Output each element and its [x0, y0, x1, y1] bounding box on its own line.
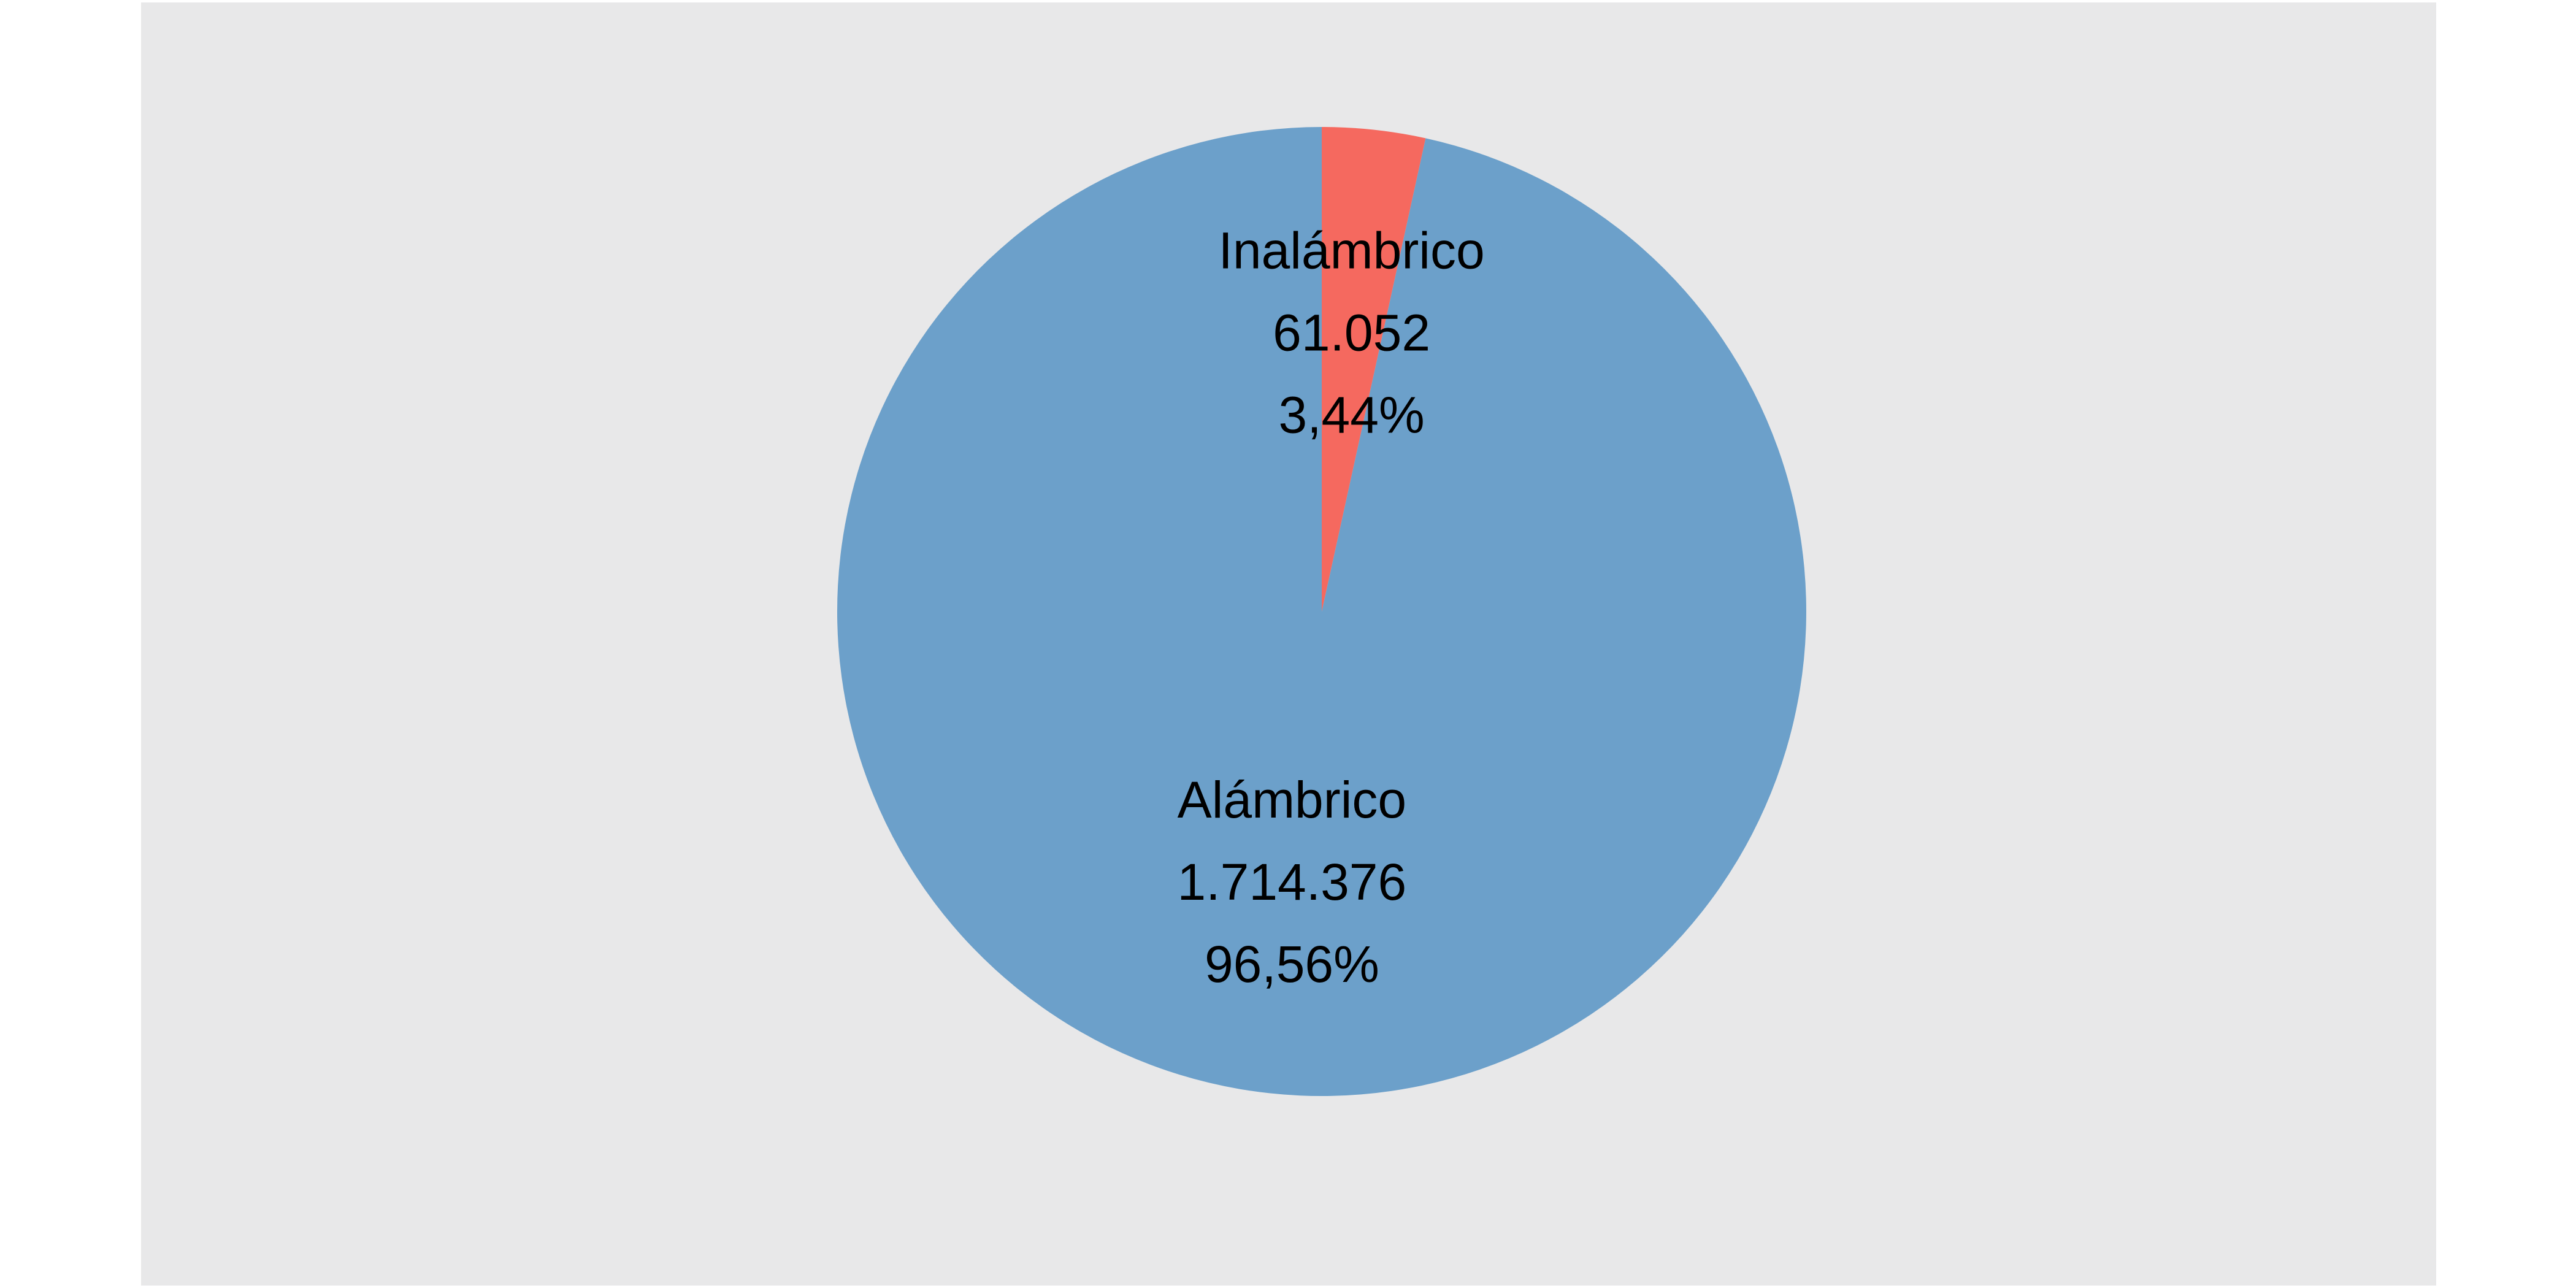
slice-label-percent: 96,56%: [1205, 935, 1379, 993]
slice-label-name: Alámbrico: [1178, 771, 1406, 829]
pie-slice-0: [837, 127, 1806, 1096]
pie-slices: [837, 127, 1806, 1096]
pie-labels: Alámbrico 1.714.376 96,56% Inalámbrico 61.05…: [1178, 221, 1485, 992]
slice-label-value: 61.052: [1273, 304, 1430, 361]
slice-label-value: 1.714.376: [1178, 853, 1407, 911]
slice-label-percent: 3,44%: [1279, 386, 1425, 443]
pie-slice-1: [1322, 127, 1426, 611]
slice-label-name: Inalámbrico: [1218, 221, 1484, 279]
